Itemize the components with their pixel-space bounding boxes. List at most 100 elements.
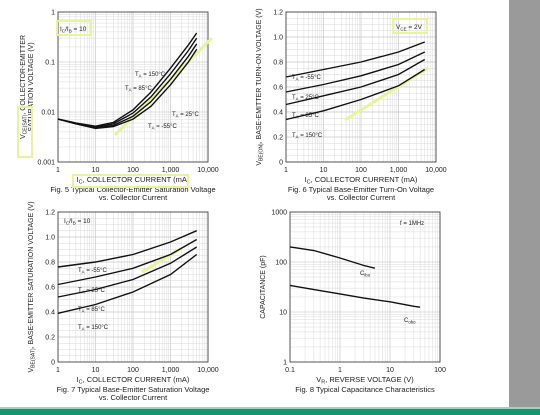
condition-highlight-box bbox=[392, 18, 428, 34]
x-tick-label: 1,000 bbox=[162, 367, 180, 374]
series-line bbox=[285, 58, 426, 106]
x-tick-label: 10,000 bbox=[197, 167, 219, 174]
figure-caption: Fig. 6 Typical Base-Emitter Turn-On Volt… bbox=[288, 185, 434, 194]
y-tick-label: 100 bbox=[275, 260, 287, 267]
x-tick-label: 100 bbox=[355, 167, 367, 174]
x-tick-label: 10,000 bbox=[197, 367, 219, 374]
x-tick-label: 100 bbox=[434, 367, 446, 374]
condition-label: IC/IB = 10 bbox=[64, 218, 91, 226]
fig7-chart: 1 10 100 1,000 10,000 0 0.2 0.4 0.6 0.8 1.0 1.2 IC, … bbox=[28, 201, 219, 402]
condition-label: IC/IB = 10 bbox=[60, 26, 87, 34]
y-tick-label: 0 bbox=[51, 360, 55, 367]
x-tick-label: 1 bbox=[338, 367, 342, 374]
y-tick-label: 1.2 bbox=[273, 10, 283, 17]
figure-caption-line2: vs. Collector Current bbox=[99, 193, 168, 202]
series-label: Cibo bbox=[360, 271, 371, 278]
y-tick-label: 0.2 bbox=[273, 135, 283, 142]
x-axis-title: IC, COLLECTOR CURRENT (mA) bbox=[77, 375, 190, 386]
x-tick-label: 10 bbox=[92, 367, 100, 374]
x-tick-label: 10 bbox=[386, 367, 394, 374]
x-tick-label: 1 bbox=[284, 167, 288, 174]
y-tick-label: 0.001 bbox=[37, 160, 55, 167]
x-tick-label: 10,000 bbox=[425, 167, 447, 174]
series-line bbox=[289, 284, 421, 308]
x-tick-label: 100 bbox=[127, 167, 139, 174]
x-tick-label: 0.1 bbox=[285, 367, 295, 374]
figure-caption: Fig. 8 Typical Capacitance Characteristi… bbox=[295, 385, 435, 394]
y-tick-label: 1 bbox=[283, 360, 287, 367]
y-tick-label: 0.2 bbox=[45, 335, 55, 342]
figure-caption-line2: vs. Collector Current bbox=[99, 393, 168, 402]
y-tick-label: 1 bbox=[51, 10, 55, 17]
y-tick-label: 1000 bbox=[271, 210, 287, 217]
x-tick-label: 1 bbox=[56, 167, 60, 174]
condition-highlight-box bbox=[56, 20, 92, 36]
plot-frame bbox=[289, 211, 441, 363]
x-axis-title: IC, COLLECTOR CURRENT (mA) bbox=[305, 175, 418, 186]
series-label: TA = -55°C bbox=[148, 124, 177, 131]
series-line bbox=[57, 253, 198, 314]
x-tick-label: 10 bbox=[92, 167, 100, 174]
figure-caption-line2: vs. Collector Current bbox=[327, 193, 396, 202]
plot-frame bbox=[285, 11, 437, 163]
series-label: TA = -55°C bbox=[78, 268, 107, 275]
series-line bbox=[57, 230, 197, 268]
series-line bbox=[285, 51, 426, 93]
y-tick-label: 1.2 bbox=[45, 210, 55, 217]
series-line bbox=[285, 68, 426, 121]
right-scroll-bar[interactable] bbox=[509, 0, 540, 415]
x-axis-title: VR, REVERSE VOLTAGE (V) bbox=[316, 375, 414, 386]
fig6-chart: 1 10 100 1,000 10,000 0 0.2 0.4 0.6 0.8 1.0 1.2 IC, … bbox=[256, 8, 447, 202]
y-tick-label: 1.0 bbox=[273, 35, 283, 42]
x-tick-label: 1,000 bbox=[162, 167, 180, 174]
plot-frame bbox=[57, 11, 209, 163]
x-tick-label: 10 bbox=[320, 167, 328, 174]
figure-caption: Fig. 5 Typical Collector-Emitter Saturat… bbox=[50, 185, 215, 194]
series-label: TA = 150°C bbox=[292, 133, 323, 140]
series-label: TA = -55°C bbox=[292, 75, 321, 82]
series-line bbox=[57, 246, 198, 298]
y-tick-label: 0.4 bbox=[273, 110, 283, 117]
y-tick-label: 0.8 bbox=[273, 60, 283, 67]
series-line bbox=[57, 37, 198, 128]
series-label: TA = 150°C bbox=[78, 325, 109, 332]
x-tick-label: 100 bbox=[127, 367, 139, 374]
x-axis-title: IC, COLLECTOR CURRENT (mA) bbox=[77, 175, 190, 186]
series-label: TA = 25°C bbox=[292, 95, 319, 102]
series-label: TA = 25°C bbox=[172, 112, 199, 119]
y-tick-label: 0 bbox=[279, 160, 283, 167]
y-tick-label: 10 bbox=[279, 310, 287, 317]
y-axis-title: CAPACITANCE (pF) bbox=[260, 255, 267, 319]
bottom-bar bbox=[0, 407, 540, 415]
condition-label: VCE = 2V bbox=[396, 24, 423, 32]
x-tick-label: 1,000 bbox=[390, 167, 408, 174]
y-tick-label: 0.6 bbox=[273, 85, 283, 92]
bottom-bar-highlight bbox=[0, 407, 540, 409]
y-tick-label: 0.6 bbox=[45, 285, 55, 292]
series-line bbox=[289, 246, 376, 269]
series-label: TA = 150°C bbox=[135, 72, 166, 79]
series-line bbox=[57, 238, 198, 286]
y-tick-label: 1.0 bbox=[45, 235, 55, 242]
x-tick-label: 1 bbox=[56, 367, 60, 374]
top-strip bbox=[0, 0, 540, 6]
axis-title-highlight-box bbox=[72, 174, 189, 188]
y-tick-label: 0.1 bbox=[45, 60, 55, 67]
plot-frame bbox=[57, 211, 209, 363]
y-axis-title: VBE(ON), BASE-EMITTER TURN-ON VOLTAGE (V… bbox=[256, 8, 265, 165]
fig5-chart: 1 10 100 1,000 10,000 1 0.1 0.01 0.001 IC, COLLEC… bbox=[17, 10, 219, 202]
condition-label: f = 1MHz bbox=[400, 221, 424, 227]
y-axis-title: VCE(SAT), COLLECTOR-EMITTER bbox=[20, 35, 29, 139]
y-tick-label: 0.8 bbox=[45, 260, 55, 267]
series-label: Cobo bbox=[404, 318, 416, 325]
axis-highlight-box bbox=[17, 106, 33, 158]
y-tick-label: 0.4 bbox=[45, 310, 55, 317]
y-tick-label: 0.01 bbox=[41, 110, 55, 117]
y-axis-title: VBE(SAT), BASE-EMITTER SATURATION VOLTAG… bbox=[28, 201, 37, 372]
series-line bbox=[57, 48, 198, 130]
series-label: TA = 85°C bbox=[292, 113, 319, 120]
series-label: TA = 85°C bbox=[125, 86, 152, 93]
